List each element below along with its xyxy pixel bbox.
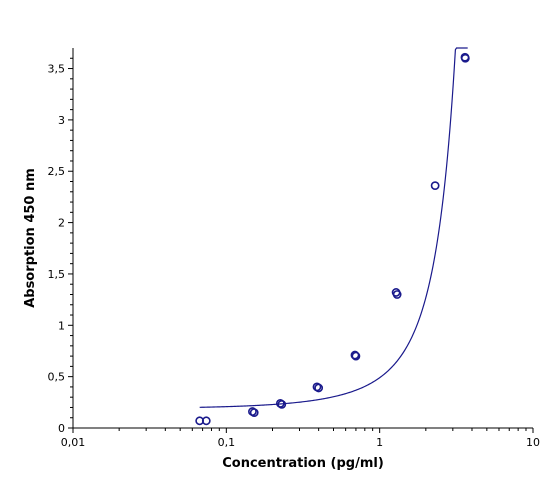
x-tick-label: 10	[526, 436, 540, 449]
x-tick-label: 0,01	[61, 436, 86, 449]
x-tick-label: 1	[376, 436, 383, 449]
data-point	[460, 53, 470, 63]
y-tick-label: 3	[58, 114, 65, 127]
axes	[72, 48, 533, 429]
y-tick-label: 1,5	[48, 268, 66, 281]
x-tick-label: 0,1	[218, 436, 236, 449]
y-tick-label: 0,5	[48, 371, 66, 384]
x-ticks: 0,01 0,1 1 10	[61, 428, 540, 449]
y-tick-label: 1	[58, 319, 65, 332]
data-point	[430, 181, 440, 191]
data-point	[249, 408, 259, 417]
data-point	[314, 383, 324, 393]
data-points	[195, 52, 470, 426]
y-tick-label: 2,5	[48, 165, 66, 178]
data-point	[350, 350, 360, 360]
data-point	[201, 416, 211, 426]
data-point	[392, 290, 402, 299]
y-tick-label: 3,5	[48, 63, 66, 76]
x-axis-title: Concentration (pg/ml)	[222, 456, 384, 471]
data-point	[277, 399, 287, 409]
y-tick-label: 2	[58, 217, 65, 230]
y-axis-title: Absorption 450 nm	[23, 168, 38, 308]
y-tick-label: 0	[58, 422, 65, 435]
fit-curve	[199, 47, 468, 408]
data-point	[351, 351, 361, 361]
y-ticks: 0 0,5 1 1,5 2 2,5 3 3,5	[48, 57, 73, 435]
